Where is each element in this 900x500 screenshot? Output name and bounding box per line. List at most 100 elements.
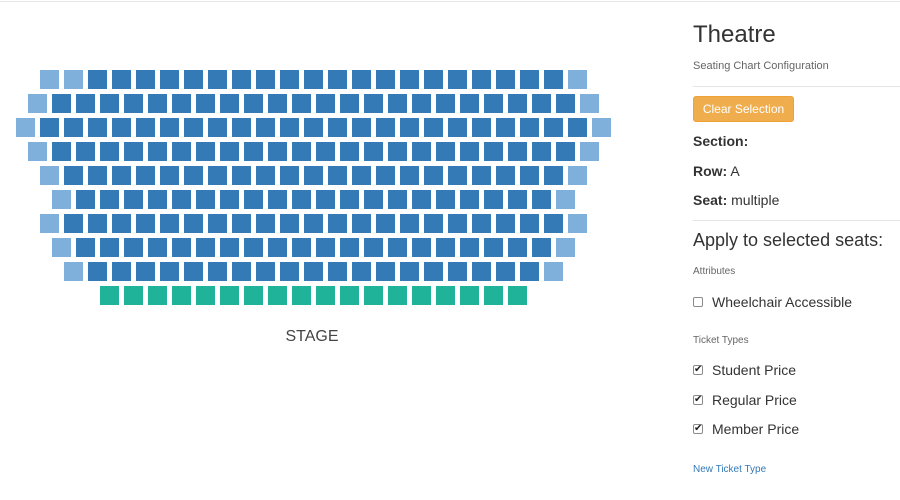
seat[interactable] [436, 238, 455, 257]
seat[interactable] [364, 238, 383, 257]
seat[interactable] [496, 118, 515, 137]
seat[interactable] [364, 286, 383, 305]
seat[interactable] [388, 142, 407, 161]
seat[interactable] [364, 142, 383, 161]
seat[interactable] [412, 238, 431, 257]
seat[interactable] [136, 70, 155, 89]
seat[interactable] [160, 166, 179, 185]
seat[interactable] [28, 142, 47, 161]
seat[interactable] [160, 214, 179, 233]
seat[interactable] [556, 190, 575, 209]
seat[interactable] [244, 190, 263, 209]
seat[interactable] [580, 142, 599, 161]
seat[interactable] [148, 142, 167, 161]
seat[interactable] [568, 214, 587, 233]
seat[interactable] [376, 262, 395, 281]
seat[interactable] [556, 94, 575, 113]
seat[interactable] [424, 214, 443, 233]
seat[interactable] [148, 190, 167, 209]
seat[interactable] [124, 142, 143, 161]
clear-selection-button[interactable]: Clear Selection [693, 96, 794, 122]
seat[interactable] [508, 94, 527, 113]
seat[interactable] [232, 262, 251, 281]
seat[interactable] [148, 94, 167, 113]
seat[interactable] [472, 262, 491, 281]
seat[interactable] [136, 118, 155, 137]
seat[interactable] [88, 70, 107, 89]
regular-price-checkbox[interactable]: ✔ Regular Price [693, 391, 797, 409]
seat[interactable] [184, 70, 203, 89]
seat[interactable] [424, 118, 443, 137]
seat[interactable] [172, 94, 191, 113]
member-price-checkbox[interactable]: ✔ Member Price [693, 420, 799, 438]
seat[interactable] [484, 190, 503, 209]
seat[interactable] [544, 70, 563, 89]
seat[interactable] [520, 166, 539, 185]
seat[interactable] [424, 70, 443, 89]
seat[interactable] [544, 262, 563, 281]
seat[interactable] [328, 214, 347, 233]
new-ticket-type-link[interactable]: New Ticket Type [693, 464, 767, 475]
seat[interactable] [88, 118, 107, 137]
seat[interactable] [532, 142, 551, 161]
seat[interactable] [280, 166, 299, 185]
checkbox-icon[interactable]: ✔ [693, 423, 703, 434]
seat[interactable] [544, 118, 563, 137]
seat[interactable] [412, 142, 431, 161]
checkbox-icon[interactable]: ✔ [693, 394, 703, 405]
seat[interactable] [472, 70, 491, 89]
seat[interactable] [184, 118, 203, 137]
seat[interactable] [28, 94, 47, 113]
seat[interactable] [40, 118, 59, 137]
seat[interactable] [244, 142, 263, 161]
seat[interactable] [112, 118, 131, 137]
seat[interactable] [316, 286, 335, 305]
seat[interactable] [100, 94, 119, 113]
seat[interactable] [64, 70, 83, 89]
seat[interactable] [400, 262, 419, 281]
seat[interactable] [256, 262, 275, 281]
seat[interactable] [460, 94, 479, 113]
seat[interactable] [232, 118, 251, 137]
seat[interactable] [220, 286, 239, 305]
seat[interactable] [340, 190, 359, 209]
seat[interactable] [460, 286, 479, 305]
seat[interactable] [112, 70, 131, 89]
seat[interactable] [16, 118, 35, 137]
seat[interactable] [316, 142, 335, 161]
seat[interactable] [508, 142, 527, 161]
seat[interactable] [172, 286, 191, 305]
seat[interactable] [352, 118, 371, 137]
seat[interactable] [496, 262, 515, 281]
seat[interactable] [124, 190, 143, 209]
seat[interactable] [532, 190, 551, 209]
seat[interactable] [448, 70, 467, 89]
seat[interactable] [232, 70, 251, 89]
seat[interactable] [196, 238, 215, 257]
seat[interactable] [268, 286, 287, 305]
seat[interactable] [256, 118, 275, 137]
seat[interactable] [400, 118, 419, 137]
seat[interactable] [76, 142, 95, 161]
seat[interactable] [388, 190, 407, 209]
seat[interactable] [400, 166, 419, 185]
seat[interactable] [460, 190, 479, 209]
seat[interactable] [340, 142, 359, 161]
seat[interactable] [352, 262, 371, 281]
seat[interactable] [112, 214, 131, 233]
seat[interactable] [112, 262, 131, 281]
seat[interactable] [100, 142, 119, 161]
seat[interactable] [496, 214, 515, 233]
seat[interactable] [292, 142, 311, 161]
seat[interactable] [196, 142, 215, 161]
seat[interactable] [100, 238, 119, 257]
seat[interactable] [160, 70, 179, 89]
seat[interactable] [424, 166, 443, 185]
seat[interactable] [304, 70, 323, 89]
seat[interactable] [220, 142, 239, 161]
seat[interactable] [40, 214, 59, 233]
seat[interactable] [160, 262, 179, 281]
seat[interactable] [520, 70, 539, 89]
seat[interactable] [76, 190, 95, 209]
seat[interactable] [352, 214, 371, 233]
